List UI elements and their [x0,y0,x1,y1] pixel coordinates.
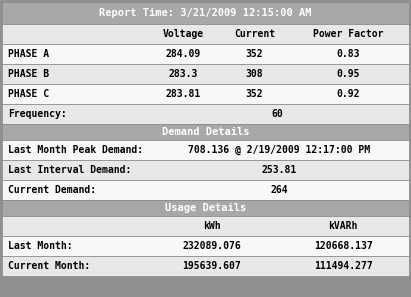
Text: Report Time: 3/21/2009 12:15:00 AM: Report Time: 3/21/2009 12:15:00 AM [99,8,312,18]
Bar [2,180,409,200]
Text: 111494.277: 111494.277 [314,261,372,271]
Text: 283.81: 283.81 [166,89,201,99]
Bar [2,216,409,236]
Text: 264: 264 [271,185,288,195]
Text: kVARh: kVARh [328,221,358,231]
Bar [2,124,409,140]
Text: PHASE C: PHASE C [8,89,49,99]
Bar [2,64,409,84]
Text: Current Month:: Current Month: [8,261,90,271]
Text: 352: 352 [246,49,263,59]
Bar [2,84,409,104]
Text: 308: 308 [246,69,263,79]
Text: Power Factor: Power Factor [313,29,384,39]
Text: 0.95: 0.95 [337,69,360,79]
Text: PHASE A: PHASE A [8,49,49,59]
Text: 120668.137: 120668.137 [314,241,372,251]
Text: 60: 60 [272,109,283,119]
Text: Last Month Peak Demand:: Last Month Peak Demand: [8,145,143,155]
Text: Current Demand:: Current Demand: [8,185,96,195]
Text: 232089.076: 232089.076 [182,241,241,251]
Text: 0.83: 0.83 [337,49,360,59]
Text: Last Interval Demand:: Last Interval Demand: [8,165,132,175]
Bar [2,256,409,276]
Text: 283.3: 283.3 [169,69,198,79]
Text: Usage Details: Usage Details [165,203,246,213]
Text: PHASE B: PHASE B [8,69,49,79]
Text: kWh: kWh [203,221,220,231]
Text: Demand Details: Demand Details [162,127,249,137]
Bar [2,236,409,256]
Text: 708.136 @ 2/19/2009 12:17:00 PM: 708.136 @ 2/19/2009 12:17:00 PM [188,145,371,155]
Bar [2,44,409,64]
Bar [2,140,409,160]
Text: Current: Current [234,29,275,39]
Text: 352: 352 [246,89,263,99]
Text: 0.92: 0.92 [337,89,360,99]
Text: 195639.607: 195639.607 [182,261,241,271]
Bar [2,200,409,216]
Bar [2,24,409,44]
Bar [2,2,409,24]
Text: 253.81: 253.81 [262,165,297,175]
Text: Last Month:: Last Month: [8,241,73,251]
Text: Frequency:: Frequency: [8,109,67,119]
Bar [2,160,409,180]
Text: 284.09: 284.09 [166,49,201,59]
Text: Voltage: Voltage [163,29,204,39]
Bar [2,104,409,124]
